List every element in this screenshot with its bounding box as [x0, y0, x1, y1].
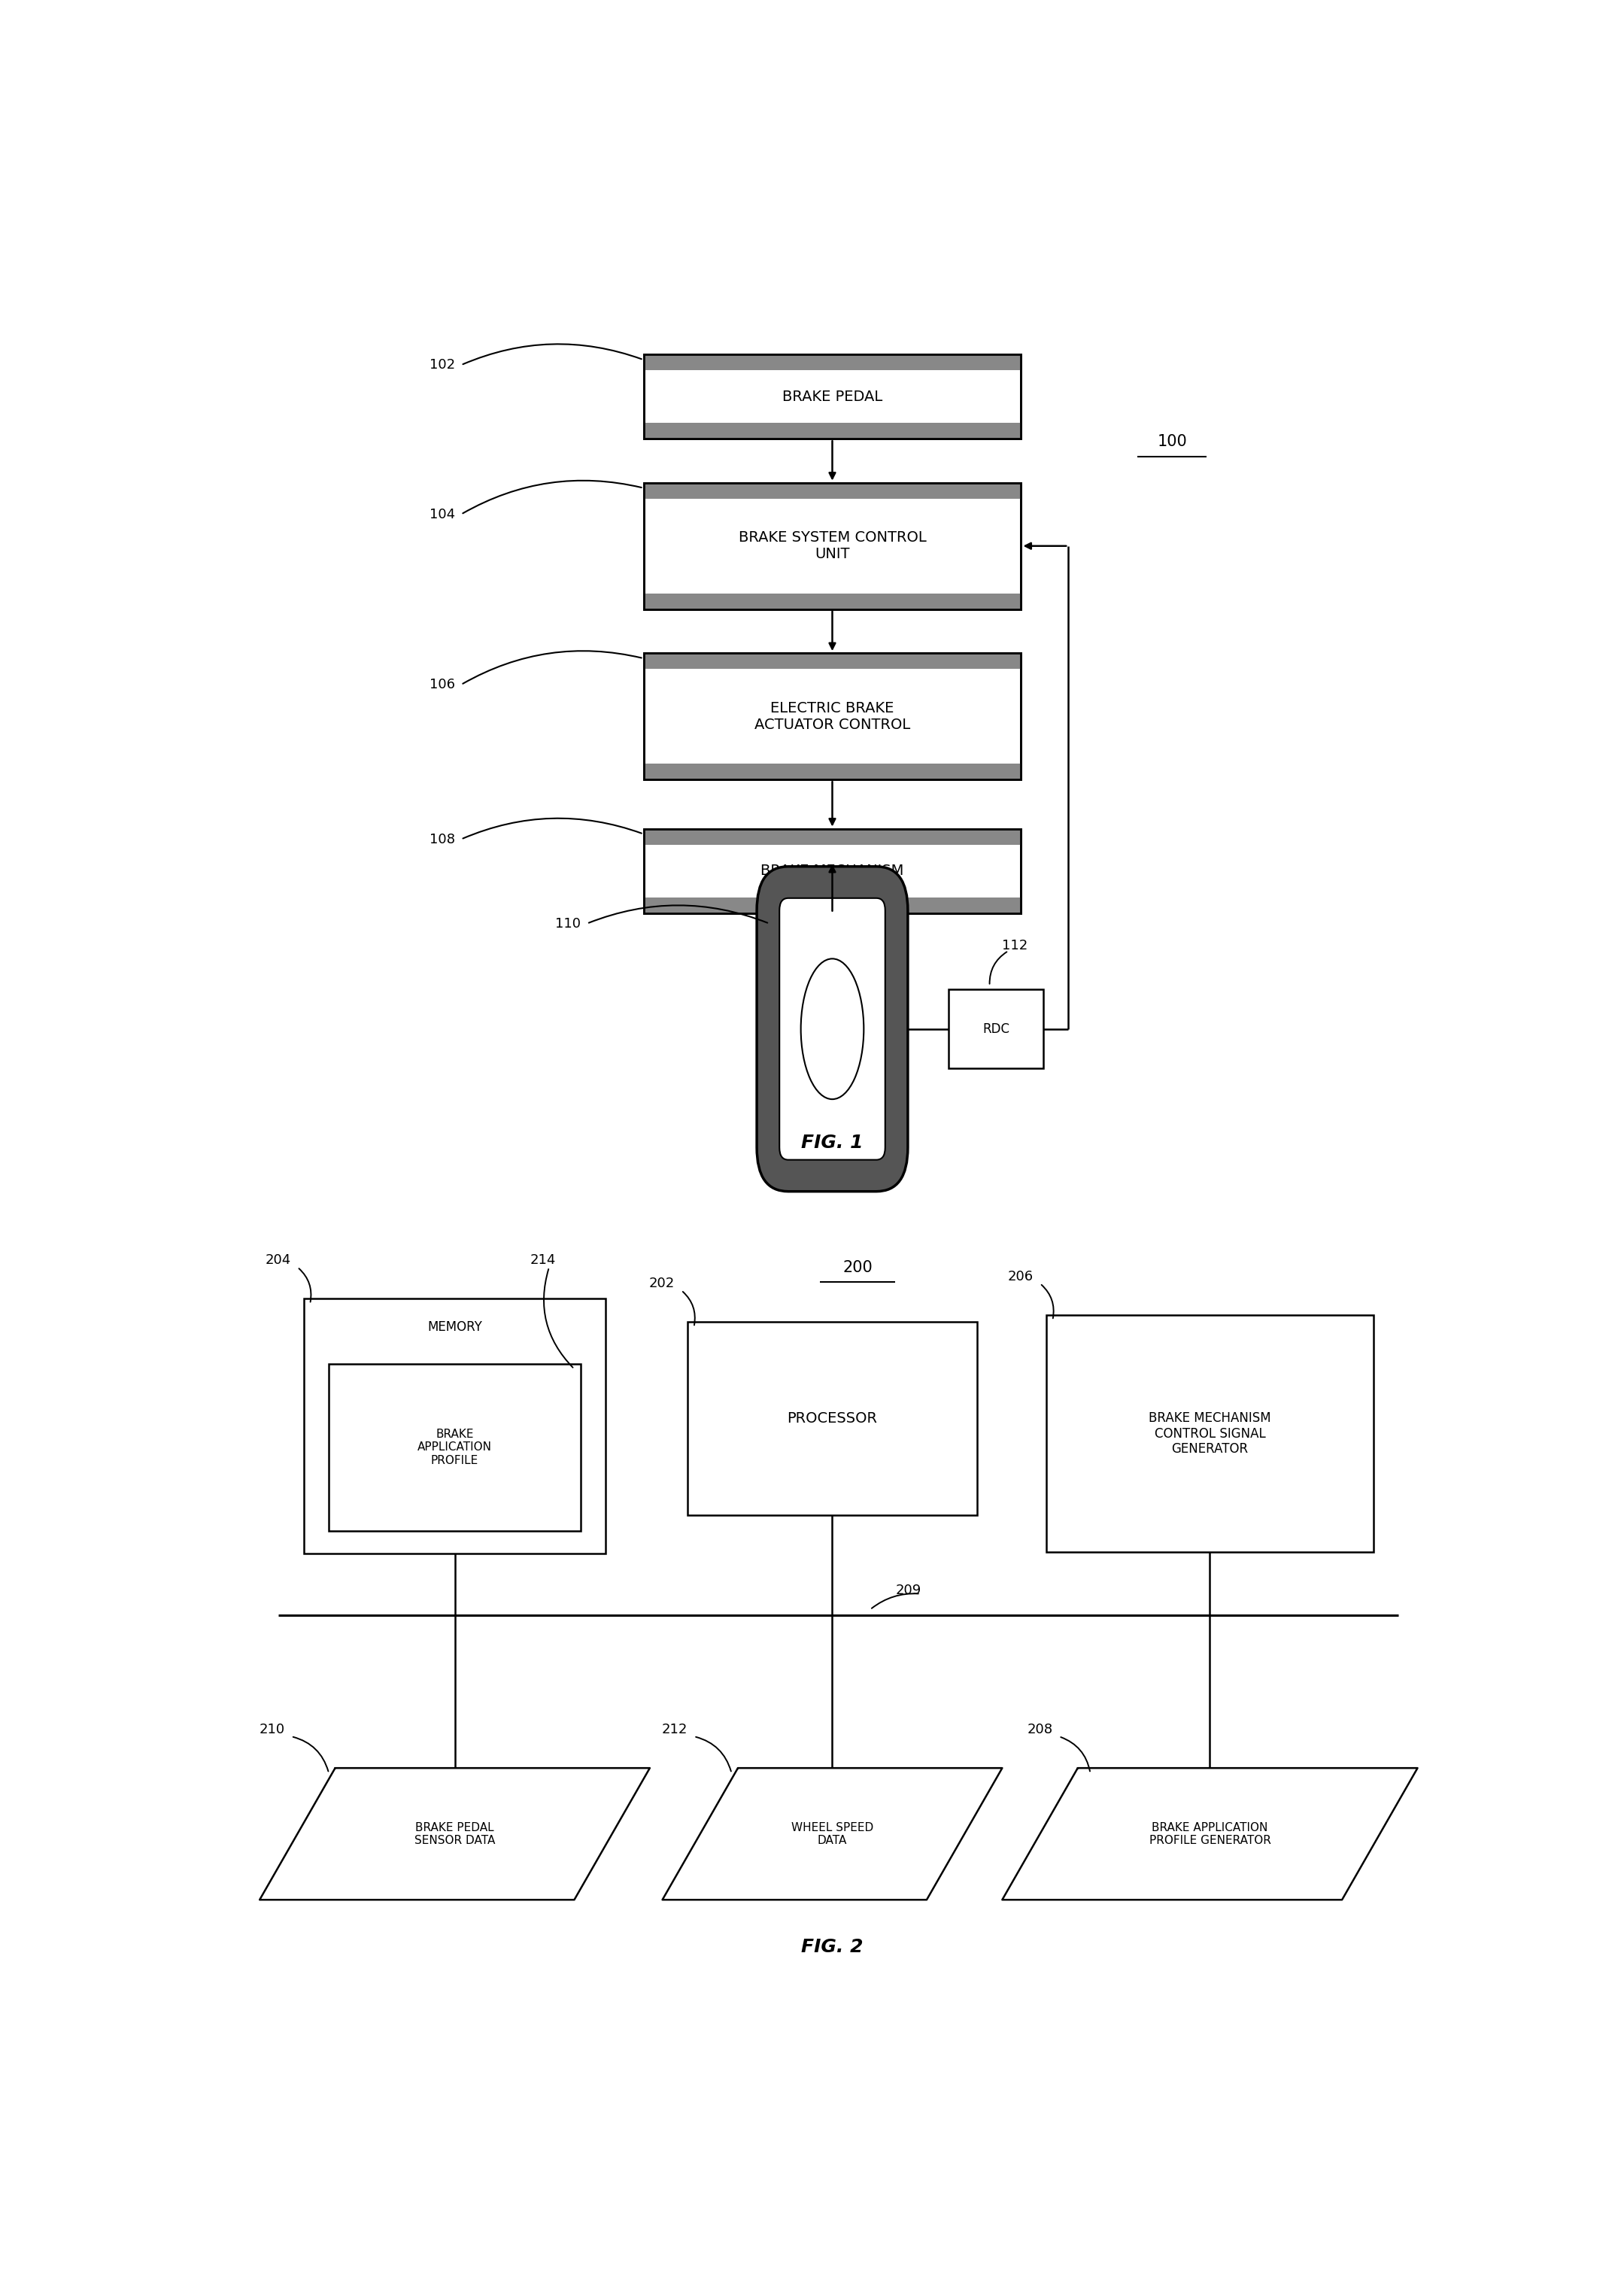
Bar — [643, 484, 1021, 609]
Bar — [643, 593, 1021, 609]
Text: ELECTRIC BRAKE
ACTUATOR CONTROL: ELECTRIC BRAKE ACTUATOR CONTROL — [755, 700, 909, 732]
Text: BRAKE MECHANISM: BRAKE MECHANISM — [760, 864, 905, 878]
Text: PROCESSOR: PROCESSOR — [788, 1412, 877, 1426]
Ellipse shape — [801, 958, 864, 1099]
Polygon shape — [1002, 1768, 1418, 1900]
Text: 202: 202 — [650, 1277, 676, 1291]
Text: 108: 108 — [429, 833, 455, 846]
Text: BRAKE
APPLICATION
PROFILE: BRAKE APPLICATION PROFILE — [417, 1428, 492, 1467]
Bar — [643, 828, 1021, 912]
Text: BRAKE PEDAL
SENSOR DATA: BRAKE PEDAL SENSOR DATA — [414, 1823, 495, 1845]
Text: 210: 210 — [260, 1722, 284, 1736]
Bar — [643, 652, 1021, 780]
Text: BRAKE PEDAL: BRAKE PEDAL — [783, 390, 882, 404]
Bar — [643, 422, 1021, 438]
Text: BRAKE APPLICATION
PROFILE GENERATOR: BRAKE APPLICATION PROFILE GENERATOR — [1150, 1823, 1270, 1845]
Polygon shape — [260, 1768, 650, 1900]
Bar — [643, 828, 1021, 844]
FancyBboxPatch shape — [757, 867, 908, 1191]
Text: 110: 110 — [555, 917, 581, 931]
Text: 112: 112 — [1002, 940, 1028, 951]
Text: 200: 200 — [843, 1259, 872, 1275]
Bar — [1046, 1316, 1374, 1551]
Text: RDC: RDC — [983, 1022, 1010, 1036]
Text: FIG. 2: FIG. 2 — [801, 1939, 864, 1957]
Text: BRAKE SYSTEM CONTROL
UNIT: BRAKE SYSTEM CONTROL UNIT — [739, 531, 926, 561]
Text: MEMORY: MEMORY — [427, 1321, 482, 1334]
Text: 206: 206 — [1009, 1271, 1034, 1284]
Text: BRAKE MECHANISM
CONTROL SIGNAL
GENERATOR: BRAKE MECHANISM CONTROL SIGNAL GENERATOR — [1148, 1412, 1272, 1455]
Text: 204: 204 — [265, 1252, 291, 1266]
Bar — [643, 354, 1021, 370]
FancyBboxPatch shape — [780, 899, 885, 1159]
Bar — [643, 652, 1021, 668]
Text: 102: 102 — [429, 358, 455, 372]
Text: FIG. 1: FIG. 1 — [801, 1134, 864, 1152]
Bar — [948, 990, 1043, 1068]
Text: 209: 209 — [895, 1583, 921, 1597]
Text: 104: 104 — [429, 509, 455, 520]
Bar — [643, 652, 1021, 780]
Text: 214: 214 — [531, 1252, 555, 1266]
Polygon shape — [663, 1768, 1002, 1900]
Bar — [643, 354, 1021, 438]
Bar — [643, 484, 1021, 500]
Bar — [687, 1323, 978, 1515]
Bar — [643, 354, 1021, 438]
Text: 208: 208 — [1026, 1722, 1052, 1736]
Text: 212: 212 — [661, 1722, 687, 1736]
Bar — [304, 1298, 606, 1553]
Bar — [643, 828, 1021, 912]
Text: 100: 100 — [1158, 433, 1187, 449]
Text: WHEEL SPEED
DATA: WHEEL SPEED DATA — [791, 1823, 874, 1845]
Bar — [643, 764, 1021, 780]
Bar — [643, 484, 1021, 609]
Bar — [328, 1364, 581, 1531]
Bar — [643, 896, 1021, 912]
Text: 106: 106 — [429, 677, 455, 691]
